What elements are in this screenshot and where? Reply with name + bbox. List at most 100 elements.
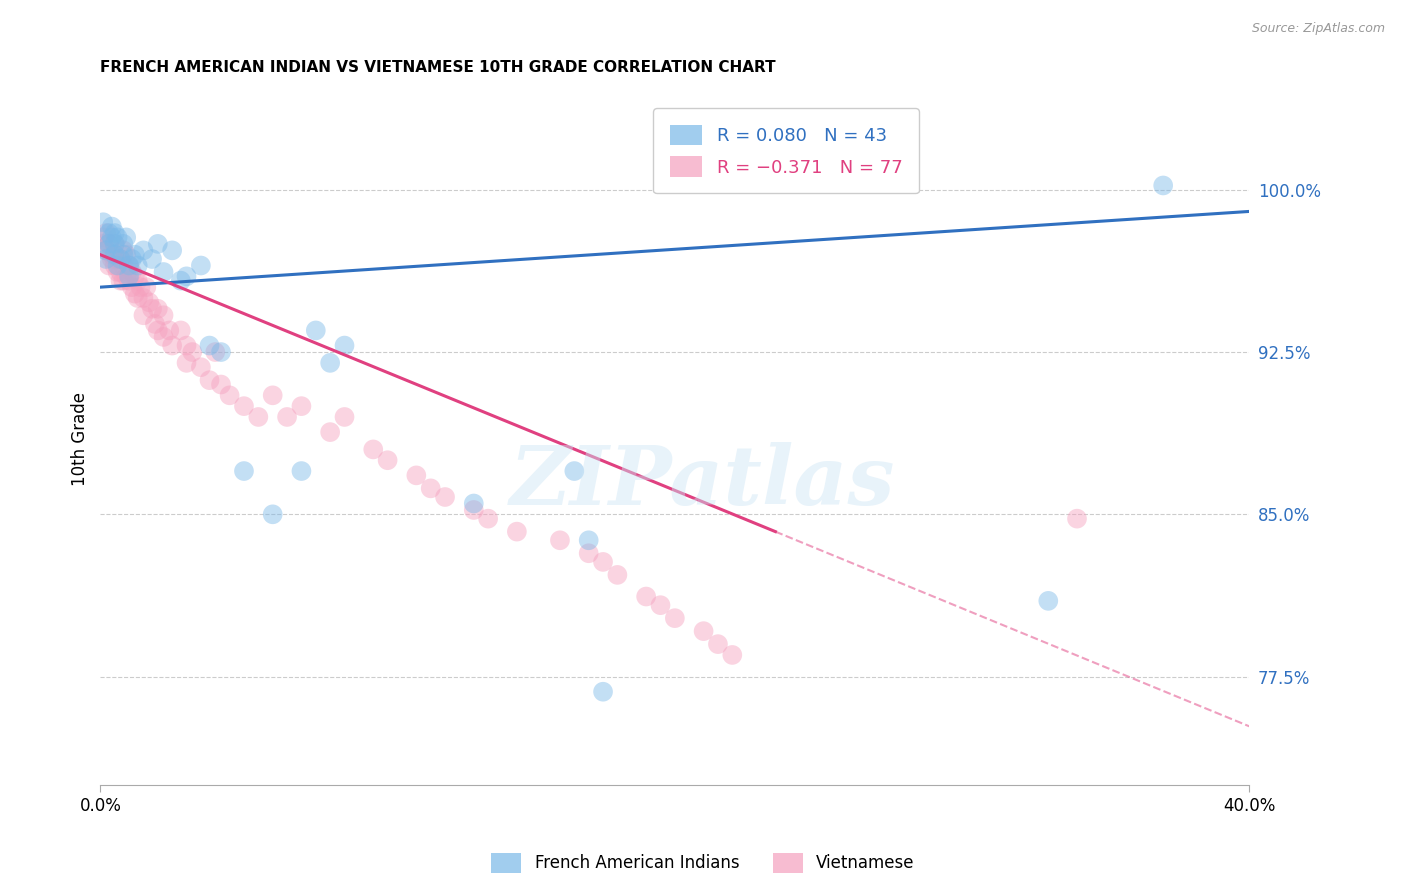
Point <box>204 345 226 359</box>
Point <box>112 244 135 258</box>
Point <box>1152 178 1174 193</box>
Point <box>141 252 163 266</box>
Point <box>104 248 127 262</box>
Point <box>463 496 485 510</box>
Point <box>434 490 457 504</box>
Point <box>606 568 628 582</box>
Point <box>152 330 174 344</box>
Point <box>132 291 155 305</box>
Point <box>107 252 129 266</box>
Point <box>115 269 138 284</box>
Point <box>104 236 127 251</box>
Point <box>91 230 114 244</box>
Point <box>233 464 256 478</box>
Point <box>650 598 672 612</box>
Point <box>152 265 174 279</box>
Point <box>218 388 240 402</box>
Point <box>98 259 121 273</box>
Point <box>112 236 135 251</box>
Point <box>121 265 143 279</box>
Point <box>112 274 135 288</box>
Point <box>101 248 124 262</box>
Point <box>138 295 160 310</box>
Point <box>127 274 149 288</box>
Point <box>506 524 529 539</box>
Point <box>143 317 166 331</box>
Point <box>405 468 427 483</box>
Point <box>247 409 270 424</box>
Point <box>707 637 730 651</box>
Legend: R = 0.080   N = 43, R = −0.371   N = 77: R = 0.080 N = 43, R = −0.371 N = 77 <box>654 109 918 194</box>
Point <box>333 338 356 352</box>
Point <box>333 409 356 424</box>
Legend: French American Indians, Vietnamese: French American Indians, Vietnamese <box>485 847 921 880</box>
Point <box>129 280 152 294</box>
Point <box>110 274 132 288</box>
Point <box>94 244 117 258</box>
Text: FRENCH AMERICAN INDIAN VS VIETNAMESE 10TH GRADE CORRELATION CHART: FRENCH AMERICAN INDIAN VS VIETNAMESE 10T… <box>100 60 776 75</box>
Point <box>104 236 127 251</box>
Point <box>319 356 342 370</box>
Point <box>157 323 180 337</box>
Point <box>160 338 183 352</box>
Point <box>98 236 121 251</box>
Point <box>170 323 193 337</box>
Point <box>361 442 384 457</box>
Point <box>124 248 146 262</box>
Point <box>104 248 127 262</box>
Point <box>110 265 132 279</box>
Point <box>190 360 212 375</box>
Point <box>170 274 193 288</box>
Point <box>181 345 204 359</box>
Point <box>721 648 744 662</box>
Point <box>132 308 155 322</box>
Y-axis label: 10th Grade: 10th Grade <box>72 392 89 485</box>
Point <box>141 301 163 316</box>
Point <box>419 481 441 495</box>
Point <box>118 259 141 273</box>
Point <box>91 215 114 229</box>
Point <box>377 453 399 467</box>
Point <box>636 590 658 604</box>
Point <box>115 230 138 244</box>
Point <box>209 377 232 392</box>
Point <box>132 244 155 258</box>
Point <box>107 230 129 244</box>
Point <box>121 280 143 294</box>
Point <box>692 624 714 639</box>
Point <box>176 269 198 284</box>
Point <box>98 226 121 240</box>
Point <box>101 230 124 244</box>
Point <box>209 345 232 359</box>
Point <box>152 308 174 322</box>
Point <box>101 219 124 234</box>
Point <box>176 356 198 370</box>
Point <box>1038 594 1060 608</box>
Point <box>664 611 686 625</box>
Point <box>562 464 585 478</box>
Point <box>319 425 342 439</box>
Point <box>276 409 298 424</box>
Point <box>94 252 117 266</box>
Point <box>107 259 129 273</box>
Point <box>127 259 149 273</box>
Text: ZIPatlas: ZIPatlas <box>510 442 896 522</box>
Point <box>592 684 614 698</box>
Point <box>118 259 141 273</box>
Point <box>118 269 141 284</box>
Point <box>101 252 124 266</box>
Point <box>198 373 221 387</box>
Point <box>262 508 284 522</box>
Point <box>112 259 135 273</box>
Point <box>124 269 146 284</box>
Point <box>98 236 121 251</box>
Point <box>146 236 169 251</box>
Point <box>110 252 132 266</box>
Point <box>233 399 256 413</box>
Point <box>124 286 146 301</box>
Point <box>198 338 221 352</box>
Point <box>305 323 328 337</box>
Point <box>135 280 157 294</box>
Point <box>146 323 169 337</box>
Point <box>290 464 312 478</box>
